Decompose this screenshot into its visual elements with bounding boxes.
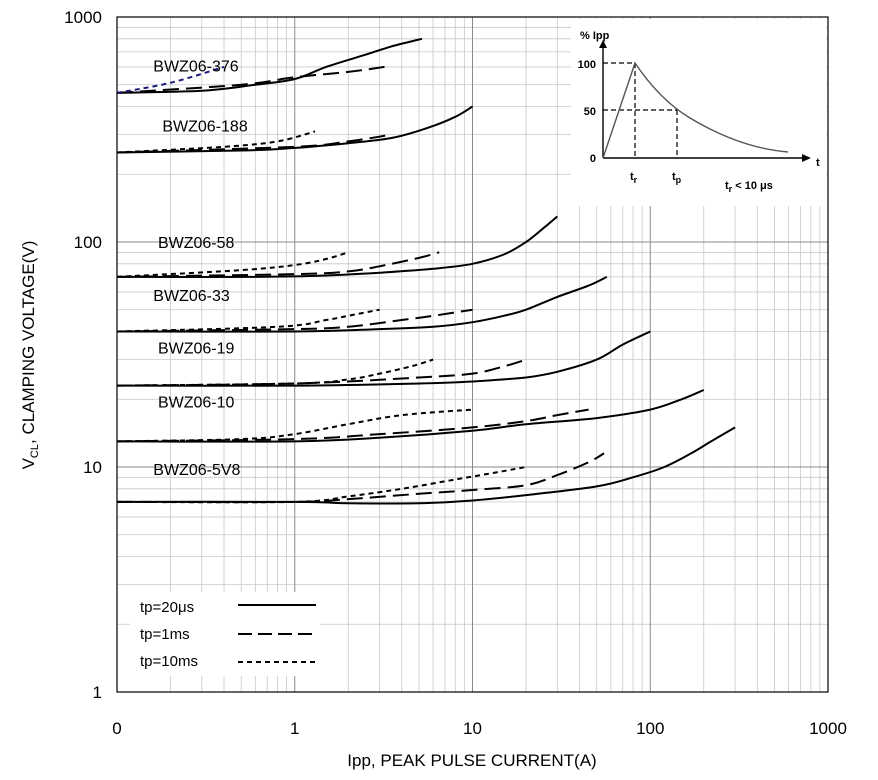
series-bwz06-19-20us [116,330,651,387]
series-bwz06-58-1ms [116,251,440,278]
grid-minor [117,17,828,692]
series-bwz06-58-10ms [116,251,349,278]
series-bwz06-376-1ms [116,65,385,94]
inset-background [571,19,826,206]
device-label-bwz06-5v8: BWZ06-5V8 [153,462,240,479]
device-label-bwz06-188: BWZ06-188 [162,118,247,135]
device-label-bwz06-19: BWZ06-19 [158,340,235,357]
x-tick-label: 100 [636,719,664,738]
series-layer [116,37,736,505]
inset-waveform: % Ipp t 100 50 0 tr tp tr < 10 μs [571,19,826,206]
device-label-layer: BWZ06-376 BWZ06-188 BWZ06-58 BWZ06-33 BWZ06-… [153,58,248,479]
x-axis-label: Ipp, PEAK PULSE CURRENT(A) [347,751,596,770]
x-tick-label: 0 [112,719,121,738]
device-label-bwz06-33: BWZ06-33 [153,288,230,305]
device-label-bwz06-58: BWZ06-58 [158,235,235,252]
y-tick-label: 1 [93,683,102,702]
series-bwz06-5v8-10ms [116,466,527,504]
y-tick-label: 10 [83,458,102,477]
x-tick-labels: 0 1 10 100 1000 [112,719,847,738]
series-bwz06-10-10ms [116,408,473,443]
y-tick-label: 100 [74,233,102,252]
inset-tp-label: tp [672,171,682,185]
inset-x-arrow [802,154,811,162]
inset-note: tr < 10 μs [725,180,773,194]
series-bwz06-376-10ms [116,65,225,94]
x-tick-label: 1000 [809,719,847,738]
device-label-bwz06-376: BWZ06-376 [153,58,238,75]
inset-y-label: % Ipp [580,30,610,42]
y-tick-label: 1000 [64,8,102,27]
device-label-bwz06-10: BWZ06-10 [158,395,235,412]
series-bwz06-33-20us [116,275,608,333]
series-bwz06-19-1ms [116,358,527,387]
series-bwz06-10-1ms [116,408,589,443]
series-bwz06-33-1ms [116,308,473,333]
series-bwz06-188-20us [116,105,474,154]
inset-tick-0: 0 [590,153,596,165]
inset-y-arrow [599,40,607,48]
series-bwz06-10-20us [116,389,705,443]
inset-tick-100: 100 [578,59,596,71]
legend-label-20us: tp=20μs [140,599,194,616]
series-bwz06-58-20us [116,215,558,278]
x-tick-label: 1 [290,719,299,738]
legend-label-1ms: tp=1ms [140,626,190,643]
series-bwz06-5v8-20us [116,426,736,505]
inset-tr-label: tr [630,171,638,185]
series-bwz06-188-1ms [116,133,392,154]
series-bwz06-188-10ms [116,130,316,154]
inset-waveform-curve [602,61,789,159]
series-bwz06-19-10ms [116,358,434,387]
plot-frame [116,16,829,693]
series-bwz06-33-10ms [116,308,380,333]
y-axis-label: VCL, CLAMPING VOLTAGE(V) [19,241,41,470]
y-tick-labels: 1 10 100 1000 [64,8,102,702]
x-tick-label: 10 [463,719,482,738]
inset-x-label: t [816,157,820,169]
inset-tick-50: 50 [584,106,596,118]
legend: tp=20μs tp=1ms tp=10ms [130,592,320,676]
legend-label-10ms: tp=10ms [140,653,198,670]
